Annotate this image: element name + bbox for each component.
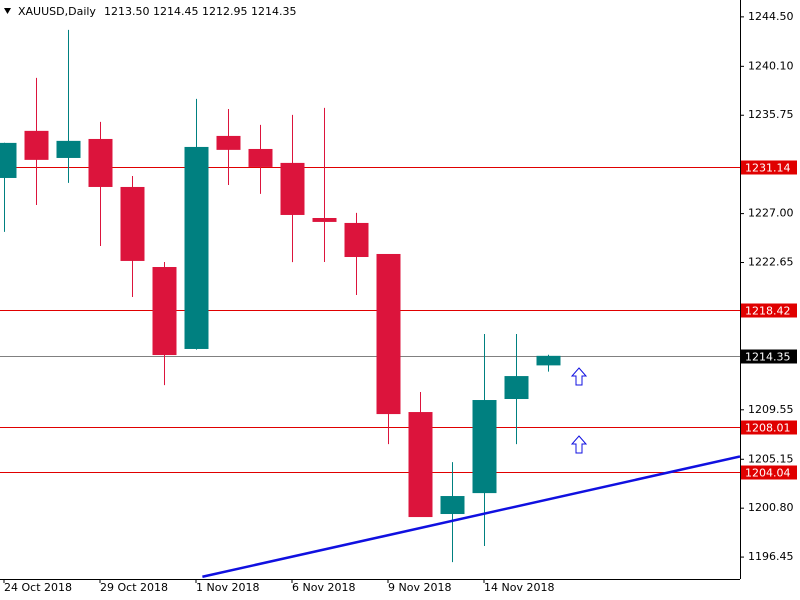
candle-body [504, 376, 529, 400]
candle-body [248, 148, 273, 167]
level-label: 1231.14 [745, 162, 791, 175]
candle-body [280, 162, 305, 215]
x-tick-label: 1 Nov 2018 [196, 581, 259, 594]
y-tick-label: 1209.55 [748, 403, 794, 416]
arrow-up [570, 435, 588, 454]
candle-body [152, 267, 177, 356]
level-label-box [741, 160, 797, 175]
x-tick-label: 14 Nov 2018 [484, 581, 554, 594]
level-label-box [741, 465, 797, 480]
x-tick-label: 29 Oct 2018 [100, 581, 168, 594]
y-tick-label: 1200.80 [748, 501, 794, 514]
candle-body [56, 140, 81, 158]
x-tick-label: 24 Oct 2018 [4, 581, 72, 594]
level-label: 1218.42 [745, 305, 791, 318]
candle-body [184, 146, 209, 349]
plot-area [0, 29, 740, 578]
arrow-up [570, 367, 588, 386]
current-price-label: 1214.35 [745, 351, 791, 364]
candle-body [24, 130, 49, 160]
candle-body [472, 400, 497, 494]
candle-body [408, 412, 433, 518]
x-tick-label: 6 Nov 2018 [292, 581, 355, 594]
level-label: 1204.04 [745, 467, 791, 480]
trendline [202, 455, 740, 578]
menu-triangle[interactable] [4, 8, 11, 14]
y-tick-label: 1244.50 [748, 10, 794, 23]
candle-body [120, 186, 145, 261]
candle-body [0, 142, 17, 178]
ohlc-info: 1213.50 1214.45 1212.95 1214.35 [104, 5, 296, 18]
level-label-box [741, 420, 797, 435]
candle-body [344, 222, 369, 258]
candle-body [440, 496, 465, 515]
level-label: 1208.01 [745, 422, 791, 435]
candle-body [536, 355, 561, 366]
y-tick-label: 1227.00 [748, 207, 794, 220]
y-tick-label: 1222.65 [748, 256, 794, 269]
level-label-box [741, 303, 797, 318]
candle-body [216, 135, 241, 150]
x-tick-label: 9 Nov 2018 [388, 581, 451, 594]
current-price-box [741, 349, 797, 364]
candle-body [88, 138, 113, 187]
y-tick-label: 1240.10 [748, 59, 794, 72]
candle-body [312, 217, 337, 222]
chart-title: XAUUSD,Daily [18, 5, 96, 18]
y-tick-label: 1196.45 [748, 550, 794, 563]
candle-body [376, 253, 401, 415]
y-tick-label: 1205.15 [748, 452, 794, 465]
y-tick-label: 1235.75 [748, 108, 794, 121]
